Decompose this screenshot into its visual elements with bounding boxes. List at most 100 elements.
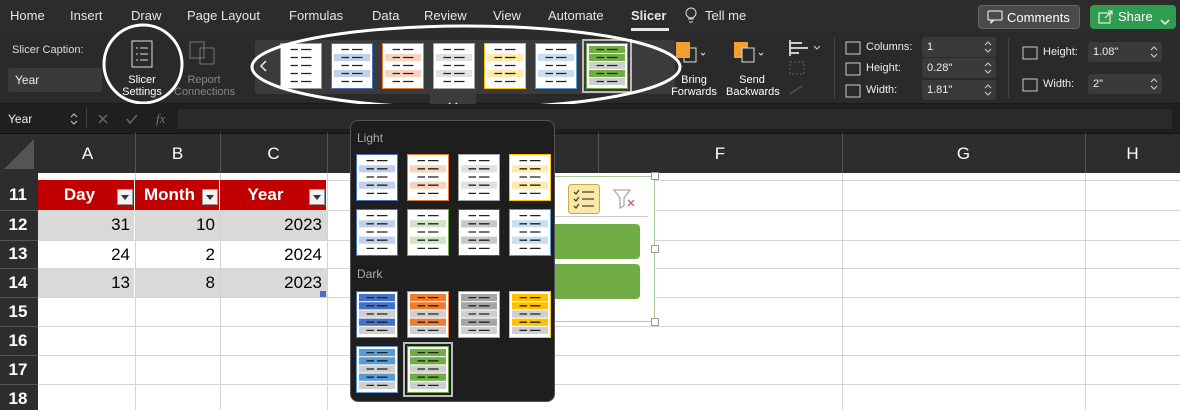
select-all xyxy=(0,133,38,173)
grid-line xyxy=(842,173,843,410)
filter-button[interactable] xyxy=(202,189,218,205)
gallery-expand[interactable] xyxy=(430,94,476,106)
menu-tab[interactable]: Slicer xyxy=(631,8,667,23)
style-thumbnail-part xyxy=(356,209,398,256)
style-thumbnail-part xyxy=(433,43,475,89)
style-thumbnail[interactable] xyxy=(382,43,424,89)
style-thumbnail[interactable] xyxy=(484,43,526,89)
menu-tab[interactable]: Formulas xyxy=(289,8,344,23)
cell-value: 24 xyxy=(111,245,130,264)
style-thumbnail[interactable] xyxy=(407,209,449,256)
grid-line xyxy=(1085,173,1086,410)
filter-button-part xyxy=(309,189,325,205)
style-thumbnail[interactable] xyxy=(331,43,373,89)
highlight-circle-part xyxy=(102,23,184,105)
report-connections-button[interactable]: Report Connections xyxy=(168,36,240,100)
style-dropdown: Light Dark xyxy=(350,120,555,402)
size-icon-part xyxy=(845,62,861,76)
menu-tab[interactable]: Draw xyxy=(131,8,162,23)
gallery-prev-part xyxy=(259,60,267,72)
style-thumbnail[interactable] xyxy=(356,346,398,393)
style-thumbnail-part xyxy=(407,154,449,201)
report-icon-part xyxy=(189,41,205,59)
style-thumbnail[interactable] xyxy=(280,43,322,89)
comment-icon-part xyxy=(990,19,995,25)
size-icon xyxy=(844,83,862,99)
field-input[interactable]: 0.28" xyxy=(922,58,996,78)
size-icon-part xyxy=(1022,46,1038,60)
row-header: 17 xyxy=(8,360,28,379)
size-icon xyxy=(1021,45,1039,61)
name-box[interactable]: Year xyxy=(8,112,33,126)
style-thumbnail[interactable] xyxy=(407,291,449,338)
menu-tab[interactable]: Home xyxy=(10,8,45,23)
filter-button[interactable] xyxy=(117,189,133,205)
style-thumbnail[interactable] xyxy=(458,291,500,338)
column-divider xyxy=(327,133,328,173)
size-icon-part xyxy=(845,84,861,98)
tell-me[interactable]: Tell me xyxy=(705,8,747,23)
style-thumbnail[interactable] xyxy=(356,154,398,201)
spinner xyxy=(1150,44,1158,60)
share-button[interactable]: Share xyxy=(1090,5,1176,29)
field-input[interactable]: 1.08" xyxy=(1088,42,1162,62)
field-input[interactable]: 1 xyxy=(922,37,996,57)
style-thumbnail[interactable] xyxy=(509,209,551,256)
menu-tab[interactable]: View xyxy=(493,8,521,23)
highlight-circle xyxy=(100,22,186,106)
style-thumbnail[interactable] xyxy=(509,291,551,338)
table-cell xyxy=(38,241,134,268)
style-thumbnail-part xyxy=(509,209,551,256)
size-icon xyxy=(844,61,862,77)
cancel-icon-part xyxy=(98,114,108,124)
slicer-item[interactable] xyxy=(548,224,640,259)
field-value: 1.81" xyxy=(927,84,953,96)
menu-tab[interactable]: Review xyxy=(424,8,467,23)
size-icon-part xyxy=(845,41,861,55)
slicer-item[interactable] xyxy=(548,264,640,299)
style-thumbnail[interactable] xyxy=(509,154,551,201)
style-thumbnail[interactable] xyxy=(407,154,449,201)
size-icon-part xyxy=(845,84,861,98)
style-thumbnail[interactable] xyxy=(458,209,500,256)
menu-tab[interactable]: Automate xyxy=(548,8,604,23)
field-label: Height: xyxy=(866,62,901,74)
menu-tab[interactable]: Data xyxy=(372,8,400,23)
field-input[interactable]: 2" xyxy=(1088,74,1162,94)
multi-select-icon[interactable] xyxy=(568,184,600,214)
menu-tab[interactable]: Page Layout xyxy=(187,8,261,23)
style-thumbnail[interactable] xyxy=(433,43,475,89)
style-thumbnail[interactable] xyxy=(356,209,398,256)
style-thumbnail[interactable] xyxy=(403,342,453,397)
style-thumbnail-part xyxy=(509,154,551,201)
style-thumbnail[interactable] xyxy=(458,154,500,201)
row-header: 12 xyxy=(8,215,28,234)
style-thumbnail[interactable] xyxy=(356,291,398,338)
grid-line xyxy=(327,173,328,410)
table-cell xyxy=(136,241,220,268)
spinner xyxy=(984,82,992,98)
style-thumbnail-part xyxy=(484,43,526,89)
size-icon xyxy=(1021,77,1039,93)
spinner-part xyxy=(1150,46,1158,58)
settings-icon-part xyxy=(131,40,153,68)
slicer-settings-button[interactable]: Slicer Settings xyxy=(108,36,176,100)
align-icons-part xyxy=(789,85,803,95)
menu-tab[interactable]: Insert xyxy=(70,8,103,23)
dropdown-heading: Light xyxy=(357,131,384,145)
field-input[interactable]: 1.81" xyxy=(922,80,996,100)
filter-button[interactable] xyxy=(309,189,325,205)
bring-forwards-button[interactable]: Bring Forwards xyxy=(664,36,724,100)
spinner-part xyxy=(1150,46,1158,58)
comments-button[interactable]: Comments xyxy=(978,5,1080,29)
send-backwards-button[interactable]: Send Backwards xyxy=(722,36,782,100)
share-label: Share xyxy=(1118,9,1153,24)
caption-input[interactable]: Year xyxy=(8,68,102,92)
select-all-part xyxy=(4,139,34,169)
bring-forwards-label: Bring Forwards xyxy=(671,74,717,98)
filter-button-part xyxy=(202,189,218,205)
style-thumbnail[interactable] xyxy=(582,39,632,93)
filter-button-part xyxy=(117,189,133,205)
style-thumbnail[interactable] xyxy=(535,43,577,89)
report-icon-part xyxy=(189,41,215,65)
